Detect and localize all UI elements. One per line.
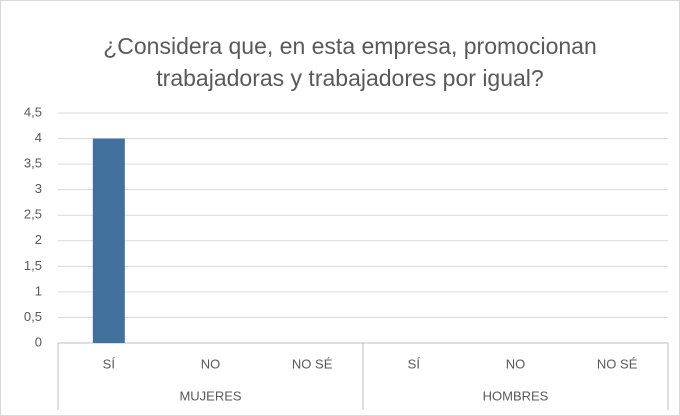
y-tick-label: 2,5	[24, 207, 42, 222]
x-tick-label: NO	[201, 356, 221, 371]
y-tick-label: 0	[35, 334, 42, 349]
y-tick-label: 3,5	[24, 156, 42, 171]
y-tick-label: 3	[35, 181, 42, 196]
y-tick-label: 1	[35, 283, 42, 298]
y-tick-label: 0,5	[24, 309, 42, 324]
x-tick-label: SÍ	[408, 356, 421, 371]
y-tick-label: 4	[35, 130, 42, 145]
x-tick-label: NO SÉ	[597, 356, 638, 371]
chart-title: ¿Considera que, en esta empresa, promoci…	[103, 33, 597, 91]
group-label: MUJERES	[179, 388, 241, 403]
y-tick-label: 4,5	[24, 104, 42, 119]
x-tick-label: NO	[506, 356, 526, 371]
bar	[92, 138, 125, 343]
x-tick-label: SÍ	[103, 356, 116, 371]
y-tick-label: 2	[35, 232, 42, 247]
group-label: HOMBRES	[483, 388, 549, 403]
x-tick-label: NO SÉ	[292, 356, 333, 371]
y-tick-label: 1,5	[24, 258, 42, 273]
